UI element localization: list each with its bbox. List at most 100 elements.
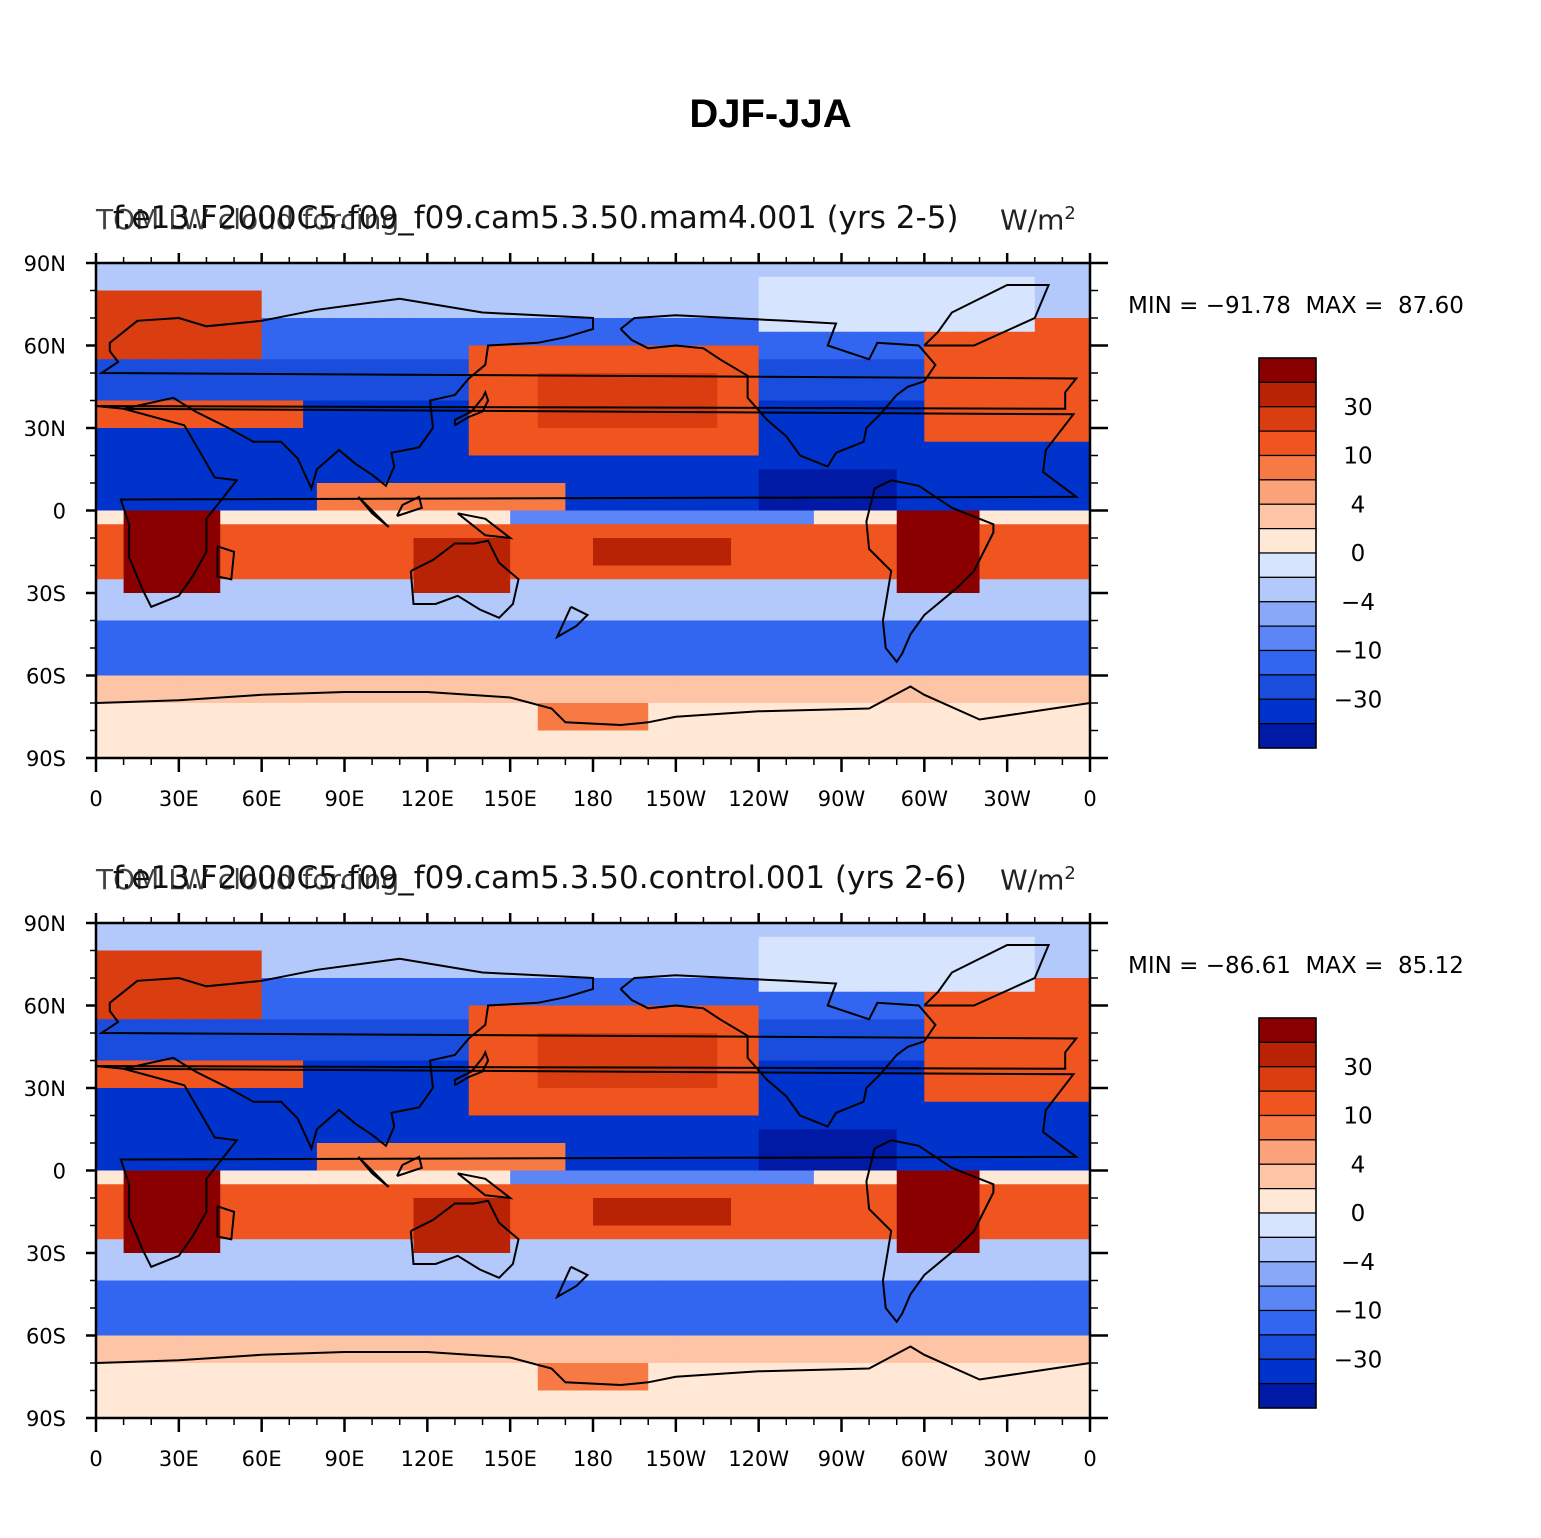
field-cell [137, 923, 152, 938]
field-cell [137, 1170, 152, 1185]
field-cell [123, 689, 139, 704]
field-cell [523, 661, 539, 677]
field-cell [855, 1019, 870, 1034]
field-cell [261, 496, 277, 512]
field-cell [96, 1266, 111, 1282]
field-cell [482, 1101, 497, 1117]
field-cell [786, 1321, 801, 1337]
field-cell [772, 386, 787, 402]
field-cell [579, 675, 594, 690]
field-cell [1076, 1266, 1091, 1282]
field-cell [372, 565, 387, 580]
field-cell [523, 620, 539, 635]
field-cell [965, 1239, 981, 1254]
field-cell [965, 703, 981, 718]
field-cell [744, 1005, 760, 1020]
field-cell [565, 1101, 580, 1117]
field-cell [316, 1129, 332, 1144]
field-cell [565, 648, 580, 663]
field-cell [1048, 1308, 1063, 1323]
field-cell [247, 1335, 263, 1350]
field-cell [869, 276, 884, 292]
field-cell [772, 551, 787, 567]
field-cell [648, 263, 663, 278]
field-cell [137, 730, 152, 745]
field-cell [800, 414, 815, 429]
field-cell [385, 1225, 401, 1240]
field-cell [965, 524, 981, 539]
field-cell [951, 565, 967, 580]
field-cell [441, 991, 456, 1007]
field-cell [523, 373, 539, 388]
field-cell [413, 606, 428, 622]
field-cell [151, 345, 166, 360]
field-cell [372, 923, 387, 938]
field-cell [454, 359, 470, 374]
field-cell [358, 318, 373, 333]
field-cell [786, 524, 801, 539]
field-cell [565, 950, 580, 965]
field-cell [1048, 1074, 1063, 1089]
panel-title-units: W/m2 [1000, 203, 1076, 237]
field-cell [1062, 1198, 1077, 1213]
field-cell [731, 1266, 746, 1282]
field-cell [689, 593, 705, 608]
field-cell [689, 1266, 705, 1282]
field-cell [109, 1308, 125, 1323]
field-cell [772, 661, 787, 677]
field-cell [744, 634, 760, 649]
field-cell [744, 345, 760, 360]
field-cell [1062, 469, 1077, 484]
field-cell [482, 483, 497, 498]
field-cell [344, 373, 359, 388]
field-cell [869, 304, 884, 319]
field-cell [938, 661, 953, 677]
field-cell [620, 331, 636, 347]
field-cell [938, 1129, 953, 1144]
field-cell [523, 1156, 539, 1172]
field-cell [358, 936, 373, 952]
field-cell [234, 373, 249, 388]
field-cell [1034, 551, 1050, 567]
field-cell [192, 593, 208, 608]
field-cell [1034, 1060, 1050, 1075]
field-cell [178, 1184, 194, 1199]
field-cell [703, 1115, 718, 1130]
field-cell [593, 964, 608, 979]
field-cell [510, 331, 525, 347]
field-cell [579, 1335, 594, 1350]
field-cell [344, 1074, 359, 1089]
field-cell [993, 359, 1008, 374]
field-cell [289, 1046, 304, 1062]
field-cell [206, 648, 221, 663]
field-cell [965, 1101, 981, 1117]
field-cell [109, 1074, 125, 1089]
field-cell [703, 1074, 718, 1089]
field-cell [523, 744, 539, 759]
field-cell [413, 661, 428, 677]
field-cell [178, 1088, 194, 1103]
field-cell [523, 318, 539, 333]
field-cell [261, 661, 277, 677]
field-cell [910, 1266, 925, 1282]
field-cell [606, 565, 622, 580]
field-cell [979, 524, 994, 539]
field-cell [441, 634, 456, 649]
field-cell [316, 1198, 332, 1213]
field-cell [358, 579, 373, 594]
field-cell [137, 648, 152, 663]
field-cell [938, 1308, 953, 1323]
field-cell [206, 923, 221, 938]
field-cell [123, 359, 139, 374]
field-cell [454, 1115, 470, 1130]
field-cell [758, 304, 774, 319]
field-cell [123, 304, 139, 319]
field-cell [593, 345, 608, 360]
field-cell [648, 978, 663, 993]
field-cell [178, 648, 194, 663]
field-cell [372, 1019, 387, 1034]
field-cell [192, 345, 208, 360]
field-cell [330, 1294, 346, 1309]
field-cell [620, 1005, 636, 1020]
field-cell [496, 1005, 511, 1020]
